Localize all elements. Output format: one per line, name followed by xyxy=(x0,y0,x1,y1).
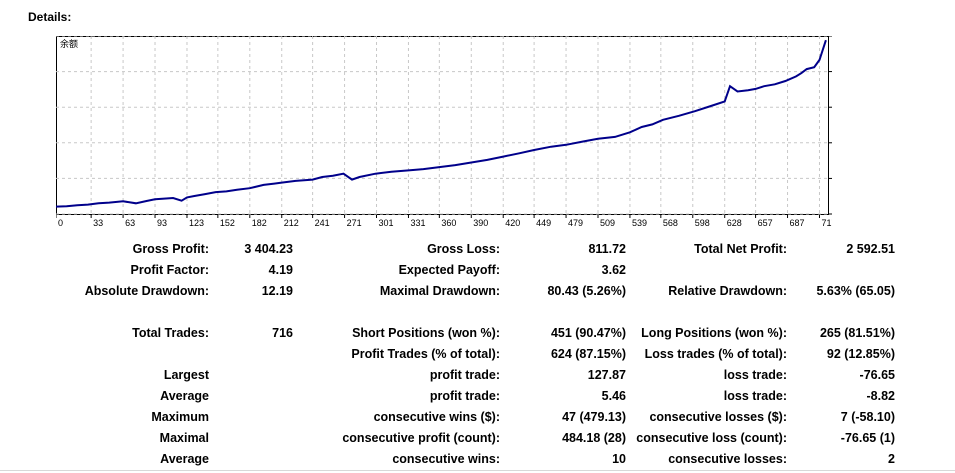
maximal-drawdown-label: Maximal Drawdown: xyxy=(379,284,500,298)
x-tick-label: 271 xyxy=(347,218,362,228)
loss-trades-value: 92 (12.85%) xyxy=(826,347,895,361)
balance-line xyxy=(56,39,827,208)
x-tick-label: 33 xyxy=(93,218,103,228)
average-loss-value: -8.82 xyxy=(866,389,896,403)
total-trades-label: Total Trades: xyxy=(132,326,209,340)
x-tick-label: 360 xyxy=(441,218,456,228)
profit-factor-label: Profit Factor: xyxy=(130,263,209,277)
x-tick-label: 598 xyxy=(695,218,710,228)
x-tick-label: 449 xyxy=(536,218,551,228)
total-net-profit-value: 2 592.51 xyxy=(846,242,895,256)
average-loss-label: loss trade: xyxy=(723,389,787,403)
maximal-cons-profit-value: 484.18 (28) xyxy=(562,431,626,445)
largest-label: Largest xyxy=(163,368,209,382)
maximal-drawdown-value: 80.43 (5.26%) xyxy=(547,284,626,298)
balance-chart-svg: 0 33 63 93 123 152 182 212 241 271 301 331 360 390 420… xyxy=(56,36,832,228)
x-tick-label: 241 xyxy=(315,218,330,228)
largest-loss-label: loss trade: xyxy=(723,368,787,382)
profit-trades-value: 624 (87.15%) xyxy=(550,347,626,361)
expected-payoff-value: 3.62 xyxy=(601,263,626,277)
x-tick-label: 628 xyxy=(727,218,742,228)
max-cons-wins-label: consecutive wins ($): xyxy=(373,410,500,424)
x-tick-label: 182 xyxy=(252,218,267,228)
x-tick-label: 93 xyxy=(157,218,167,228)
total-net-profit-label: Total Net Profit: xyxy=(694,242,787,256)
average-profit-value: 5.46 xyxy=(601,389,626,403)
maximal-label: Maximal xyxy=(159,431,209,445)
details-heading: Details: xyxy=(28,10,72,24)
x-tick-label: 657 xyxy=(758,218,773,228)
stats-table: Gross Profit: 3 404.23 Gross Loss: 811.7… xyxy=(0,236,955,473)
absolute-drawdown-value: 12.19 xyxy=(261,284,293,298)
x-tick-label: 212 xyxy=(284,218,299,228)
avg-cons-wins-value: 10 xyxy=(612,452,626,466)
loss-trades-label: Loss trades (% of total): xyxy=(644,347,787,361)
x-tick-label: 687 xyxy=(790,218,805,228)
average2-label: Average xyxy=(160,452,209,466)
gross-profit-value: 3 404.23 xyxy=(244,242,293,256)
gross-loss-label: Gross Loss: xyxy=(427,242,500,256)
x-tick-label: 0 xyxy=(58,218,63,228)
long-positions-label: Long Positions (won %): xyxy=(641,326,787,340)
gross-profit-label: Gross Profit: xyxy=(132,242,209,256)
x-tick-label: 123 xyxy=(189,218,204,228)
x-tick-label: 568 xyxy=(663,218,678,228)
x-tick-label: 63 xyxy=(125,218,135,228)
relative-drawdown-label: Relative Drawdown: xyxy=(668,284,787,298)
largest-profit-value: 127.87 xyxy=(587,368,626,382)
x-tick-label: 301 xyxy=(379,218,394,228)
long-positions-value: 265 (81.51%) xyxy=(819,326,895,340)
x-tick-label: 717 xyxy=(821,218,832,228)
maximal-cons-loss-value: -76.65 (1) xyxy=(840,431,895,445)
x-tick-label: 509 xyxy=(600,218,615,228)
largest-profit-label: profit trade: xyxy=(429,368,500,382)
x-tick-label: 420 xyxy=(505,218,520,228)
short-positions-value: 451 (90.47%) xyxy=(550,326,626,340)
x-tick-label: 331 xyxy=(410,218,425,228)
x-tick-label: 390 xyxy=(473,218,488,228)
x-tick-label: 539 xyxy=(632,218,647,228)
x-tick-label: 479 xyxy=(568,218,583,228)
max-cons-losses-value: 7 (-58.10) xyxy=(840,410,895,424)
expected-payoff-label: Expected Payoff: xyxy=(398,263,500,277)
absolute-drawdown-label: Absolute Drawdown: xyxy=(84,284,209,298)
average-profit-label: profit trade: xyxy=(429,389,500,403)
largest-loss-value: -76.65 xyxy=(859,368,895,382)
balance-chart: 0 33 63 93 123 152 182 212 241 271 301 331 360 390 420… xyxy=(56,36,832,230)
short-positions-label: Short Positions (won %): xyxy=(352,326,500,340)
maximal-cons-loss-label: consecutive loss (count): xyxy=(636,431,787,445)
gross-loss-value: 811.72 xyxy=(588,242,626,256)
avg-cons-wins-label: consecutive wins: xyxy=(392,452,500,466)
chart-series-label: 余额 xyxy=(60,38,78,50)
total-trades-value: 716 xyxy=(272,326,293,340)
maximum-label: Maximum xyxy=(151,410,209,424)
bottom-divider xyxy=(0,470,955,471)
maximal-cons-profit-label: consecutive profit (count): xyxy=(342,431,500,445)
average-label: Average xyxy=(160,389,209,403)
avg-cons-losses-value: 2 xyxy=(888,452,895,466)
x-tick-label: 152 xyxy=(220,218,235,228)
profit-factor-value: 4.19 xyxy=(268,263,293,277)
profit-trades-label: Profit Trades (% of total): xyxy=(351,347,500,361)
max-cons-wins-value: 47 (479.13) xyxy=(562,410,626,424)
avg-cons-losses-label: consecutive losses: xyxy=(668,452,787,466)
max-cons-losses-label: consecutive losses ($): xyxy=(649,410,787,424)
relative-drawdown-value: 5.63% (65.05) xyxy=(816,284,895,298)
chart-frame xyxy=(56,36,829,215)
